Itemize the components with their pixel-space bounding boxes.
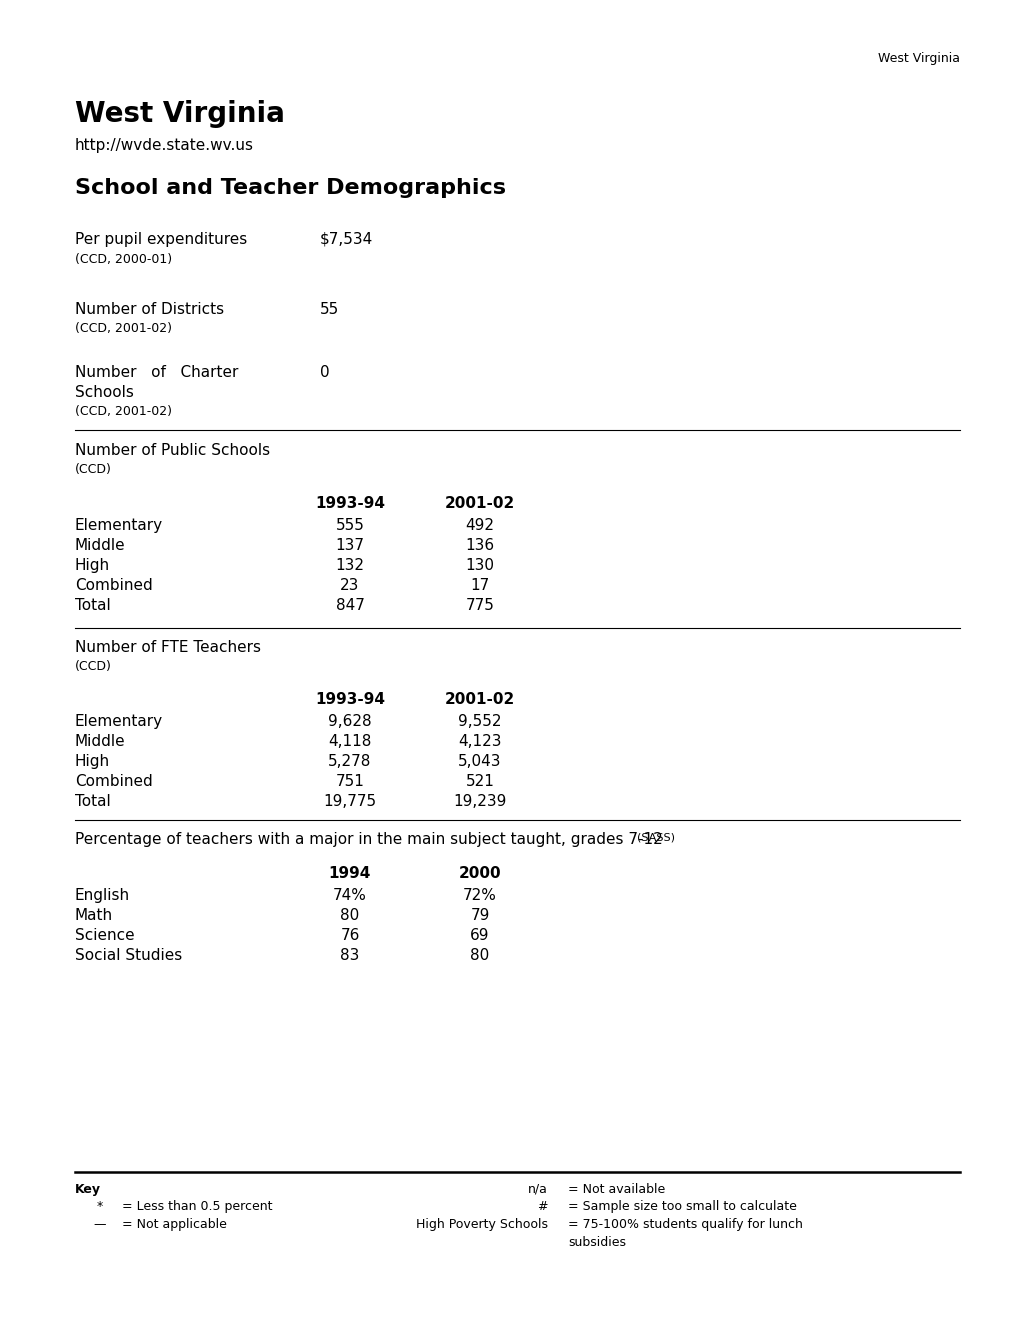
Text: Schools: Schools	[75, 385, 133, 400]
Text: 80: 80	[470, 948, 489, 964]
Text: 80: 80	[340, 908, 360, 923]
Text: Total: Total	[75, 598, 111, 612]
Text: 2000: 2000	[459, 866, 500, 880]
Text: 72%: 72%	[463, 888, 496, 903]
Text: 74%: 74%	[333, 888, 367, 903]
Text: Social Studies: Social Studies	[75, 948, 182, 964]
Text: 9,552: 9,552	[458, 714, 501, 729]
Text: 137: 137	[335, 539, 364, 553]
Text: Per pupil expenditures: Per pupil expenditures	[75, 232, 247, 247]
Text: 1994: 1994	[328, 866, 371, 880]
Text: $7,534: $7,534	[320, 232, 373, 247]
Text: 55: 55	[320, 302, 339, 317]
Text: —: —	[94, 1218, 106, 1232]
Text: 79: 79	[470, 908, 489, 923]
Text: Middle: Middle	[75, 734, 125, 748]
Text: 5,278: 5,278	[328, 754, 371, 770]
Text: Number   of   Charter: Number of Charter	[75, 366, 238, 380]
Text: Elementary: Elementary	[75, 714, 163, 729]
Text: 2001-02: 2001-02	[444, 496, 515, 511]
Text: 17: 17	[470, 578, 489, 593]
Text: (CCD, 2001-02): (CCD, 2001-02)	[75, 322, 172, 335]
Text: Number of Public Schools: Number of Public Schools	[75, 444, 270, 458]
Text: 19,239: 19,239	[452, 795, 506, 809]
Text: High Poverty Schools: High Poverty Schools	[416, 1218, 547, 1232]
Text: Elementary: Elementary	[75, 517, 163, 533]
Text: subsidies: subsidies	[568, 1236, 626, 1249]
Text: = Not available: = Not available	[568, 1183, 664, 1196]
Text: 130: 130	[465, 558, 494, 573]
Text: (CCD): (CCD)	[75, 463, 112, 477]
Text: Combined: Combined	[75, 578, 153, 593]
Text: Middle: Middle	[75, 539, 125, 553]
Text: 751: 751	[335, 774, 364, 789]
Text: (CCD, 2000-01): (CCD, 2000-01)	[75, 253, 172, 267]
Text: 1993-94: 1993-94	[315, 496, 384, 511]
Text: Percentage of teachers with a major in the main subject taught, grades 7-12: Percentage of teachers with a major in t…	[75, 832, 662, 847]
Text: 1993-94: 1993-94	[315, 692, 384, 708]
Text: #: #	[537, 1200, 547, 1213]
Text: 132: 132	[335, 558, 364, 573]
Text: High: High	[75, 754, 110, 770]
Text: http://wvde.state.wv.us: http://wvde.state.wv.us	[75, 139, 254, 153]
Text: (CCD, 2001-02): (CCD, 2001-02)	[75, 405, 172, 418]
Text: 847: 847	[335, 598, 364, 612]
Text: *: *	[97, 1200, 103, 1213]
Text: 69: 69	[470, 928, 489, 942]
Text: = Not applicable: = Not applicable	[122, 1218, 226, 1232]
Text: (SASS): (SASS)	[637, 832, 675, 842]
Text: 83: 83	[340, 948, 360, 964]
Text: Key: Key	[75, 1183, 101, 1196]
Text: 521: 521	[465, 774, 494, 789]
Text: 136: 136	[465, 539, 494, 553]
Text: West Virginia: West Virginia	[877, 51, 959, 65]
Text: (CCD): (CCD)	[75, 660, 112, 673]
Text: Math: Math	[75, 908, 113, 923]
Text: Combined: Combined	[75, 774, 153, 789]
Text: 4,118: 4,118	[328, 734, 371, 748]
Text: 19,775: 19,775	[323, 795, 376, 809]
Text: = 75-100% students qualify for lunch: = 75-100% students qualify for lunch	[568, 1218, 802, 1232]
Text: Number of FTE Teachers: Number of FTE Teachers	[75, 640, 261, 655]
Text: 775: 775	[465, 598, 494, 612]
Text: = Less than 0.5 percent: = Less than 0.5 percent	[122, 1200, 272, 1213]
Text: n/a: n/a	[528, 1183, 547, 1196]
Text: English: English	[75, 888, 130, 903]
Text: High: High	[75, 558, 110, 573]
Text: 23: 23	[340, 578, 360, 593]
Text: School and Teacher Demographics: School and Teacher Demographics	[75, 178, 505, 198]
Text: Number of Districts: Number of Districts	[75, 302, 224, 317]
Text: 0: 0	[320, 366, 329, 380]
Text: 2001-02: 2001-02	[444, 692, 515, 708]
Text: Total: Total	[75, 795, 111, 809]
Text: 5,043: 5,043	[458, 754, 501, 770]
Text: 492: 492	[465, 517, 494, 533]
Text: West Virginia: West Virginia	[75, 100, 284, 128]
Text: = Sample size too small to calculate: = Sample size too small to calculate	[568, 1200, 796, 1213]
Text: 4,123: 4,123	[458, 734, 501, 748]
Text: 555: 555	[335, 517, 364, 533]
Text: 9,628: 9,628	[328, 714, 372, 729]
Text: 76: 76	[340, 928, 360, 942]
Text: Science: Science	[75, 928, 135, 942]
